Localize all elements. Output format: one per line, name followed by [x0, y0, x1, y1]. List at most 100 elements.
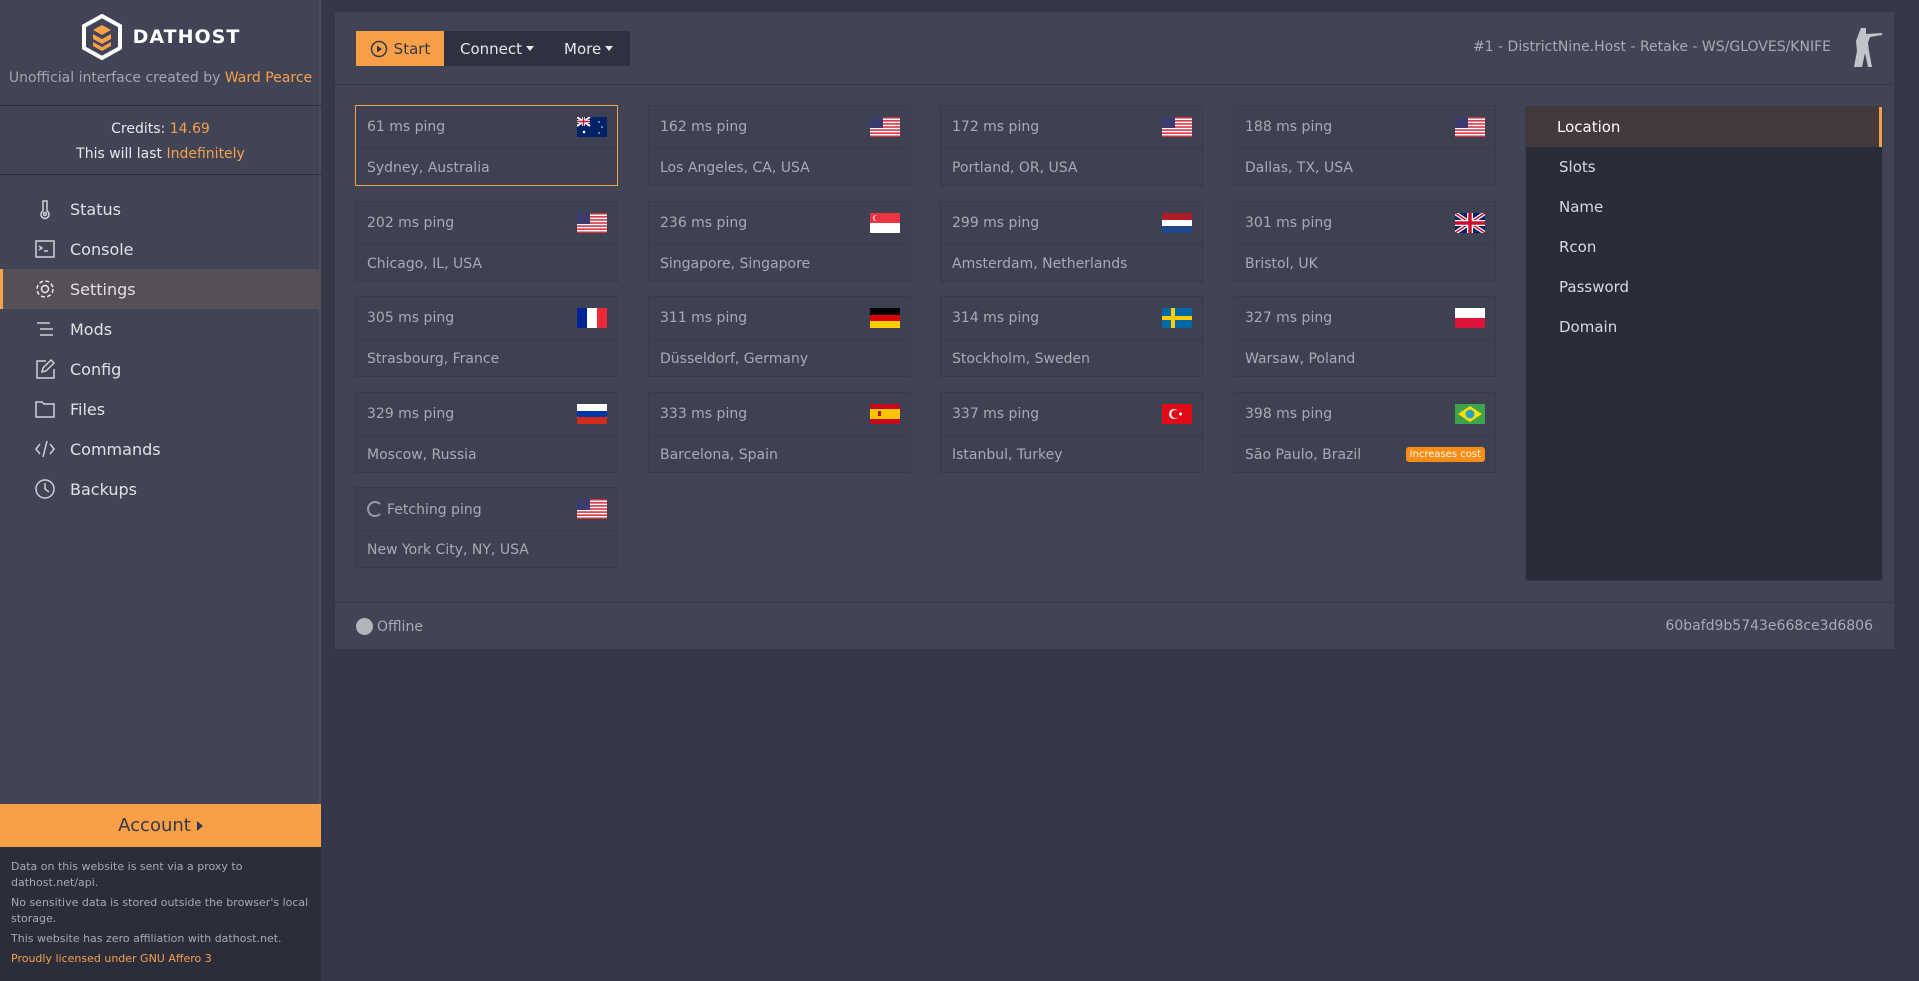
location-card[interactable]: 337 ms ping Istanbul, Turkey: [940, 392, 1203, 473]
disclaimer-text: This website has zero affiliation with d…: [11, 932, 282, 945]
location-card[interactable]: 305 ms ping Strasbourg, France: [355, 296, 618, 377]
card-body: Dallas, TX, USA: [1234, 149, 1495, 186]
location-card[interactable]: 301 ms ping Bristol, UK: [1233, 201, 1496, 282]
sidebar-menu: Status Console Settings Mods Config File…: [0, 189, 321, 509]
sidebar: DATHOST Unofficial interface created by …: [0, 0, 321, 981]
flag-us-icon: [577, 213, 607, 233]
credits-label: Credits:: [111, 121, 170, 137]
flag-nl-icon: [1162, 213, 1192, 233]
city-name: Stockholm, Sweden: [952, 350, 1090, 367]
card-header: 311 ms ping: [649, 297, 910, 340]
logo[interactable]: DATHOST: [0, 14, 321, 60]
location-card[interactable]: 329 ms ping Moscow, Russia: [355, 392, 618, 473]
ping-text: 202 ms ping: [367, 215, 454, 231]
ping-value: 299 ms ping: [952, 215, 1040, 231]
flag-tr-icon: [1162, 404, 1192, 424]
sidebar-item-settings[interactable]: Settings: [0, 269, 321, 309]
ping-text: 305 ms ping: [367, 310, 454, 326]
location-card[interactable]: 327 ms ping Warsaw, Poland: [1233, 296, 1496, 377]
cost-badge: Increases cost: [1405, 447, 1485, 462]
flag-us-icon: [577, 499, 607, 519]
card-header: 236 ms ping: [649, 202, 910, 245]
license-link[interactable]: Proudly licensed under GNU Affero 3: [11, 952, 212, 965]
sidebar-item-label: Status: [70, 199, 121, 219]
city-name: Amsterdam, Netherlands: [952, 255, 1128, 272]
brand-name: DATHOST: [132, 26, 241, 48]
sidebar-item-files[interactable]: Files: [0, 389, 321, 429]
flag-se-icon: [1162, 308, 1192, 328]
gear-icon: [36, 280, 54, 298]
sidebar-item-config[interactable]: Config: [0, 349, 321, 389]
dathost-logo-icon: [81, 14, 122, 60]
location-card[interactable]: 202 ms ping Chicago, IL, USA: [355, 201, 618, 282]
location-card[interactable]: 188 ms ping Dallas, TX, USA: [1233, 105, 1496, 186]
ping-text: 236 ms ping: [660, 215, 747, 231]
location-card[interactable]: 172 ms ping Portland, OR, USA: [940, 105, 1203, 186]
settings-tab-rcon[interactable]: Rcon: [1559, 238, 1597, 256]
sidebar-item-backups[interactable]: Backups: [0, 469, 321, 509]
card-header: 314 ms ping: [941, 297, 1202, 340]
connect-label: Connect: [460, 39, 523, 58]
card-header: 162 ms ping: [649, 106, 910, 149]
sidebar-item-status[interactable]: Status: [0, 189, 321, 229]
start-button[interactable]: Start: [356, 31, 444, 66]
ping-value: 202 ms ping: [367, 215, 455, 231]
flag-fr-icon: [577, 308, 607, 328]
location-card[interactable]: 398 ms ping São Paulo, Brazil Increases co…: [1233, 392, 1496, 473]
sidebar-item-console[interactable]: Console: [0, 229, 321, 269]
card-body: Istanbul, Turkey: [941, 436, 1202, 473]
card-header: 61 ms ping: [356, 106, 617, 149]
settings-tab-password[interactable]: Password: [1559, 278, 1630, 296]
card-header: 172 ms ping: [941, 106, 1202, 149]
settings-tab-slots[interactable]: Slots: [1559, 158, 1596, 176]
location-card[interactable]: Fetching ping New York City, NY, USA: [355, 487, 618, 568]
disclaimer-text: Data on this website is sent via a proxy…: [11, 860, 243, 889]
card-header: 299 ms ping: [941, 202, 1202, 245]
credits: Credits: 14.69 This will last Indefinite…: [0, 117, 321, 167]
settings-tab-location[interactable]: Location: [1526, 107, 1882, 147]
server-title: #1 - DistrictNine.Host - Retake - WS/GLO…: [1472, 39, 1831, 55]
ping-value: 329 ms ping: [367, 406, 455, 422]
ping-value: 162 ms ping: [660, 119, 748, 135]
ping-value: 188 ms ping: [1245, 119, 1333, 135]
ping-text: 314 ms ping: [952, 310, 1039, 326]
csgo-game-icon: [1854, 28, 1882, 67]
card-body: São Paulo, Brazil Increases cost: [1234, 436, 1495, 473]
sidebar-item-mods[interactable]: Mods: [0, 309, 321, 349]
location-card[interactable]: 236 ms ping Singapore, Singapore: [648, 201, 911, 282]
folder-icon: [35, 401, 55, 418]
location-card[interactable]: 314 ms ping Stockholm, Sweden: [940, 296, 1203, 377]
city-name: Moscow, Russia: [367, 446, 477, 463]
location-card[interactable]: 299 ms ping Amsterdam, Netherlands: [940, 201, 1203, 282]
toolbar: Start Connect More #1 - DistrictNine.Hos…: [335, 12, 1894, 85]
connect-dropdown[interactable]: Connect: [444, 40, 548, 58]
location-card[interactable]: 61 ms ping Sydney, Australia: [355, 105, 618, 186]
ping-value: 236 ms ping: [660, 215, 748, 231]
card-body: Stockholm, Sweden: [941, 340, 1202, 377]
status-indicator: Offline: [356, 617, 423, 635]
location-card[interactable]: 311 ms ping Düsseldorf, Germany: [648, 296, 911, 377]
city-name: Chicago, IL, USA: [367, 255, 482, 272]
card-body: Singapore, Singapore: [649, 245, 910, 282]
city-name: Bristol, UK: [1245, 255, 1318, 272]
ping-value: 333 ms ping: [660, 406, 748, 422]
author-link[interactable]: Ward Pearce: [224, 70, 313, 86]
settings-tab-domain[interactable]: Domain: [1559, 318, 1618, 336]
flag-de-icon: [870, 308, 900, 328]
sidebar-item-commands[interactable]: Commands: [0, 429, 321, 469]
flag-gb-icon: [1455, 213, 1485, 233]
location-card[interactable]: 162 ms ping Los Angeles, CA, USA: [648, 105, 911, 186]
settings-tab-name[interactable]: Name: [1559, 198, 1604, 216]
city-name: Dallas, TX, USA: [1245, 159, 1353, 176]
ping-text: 337 ms ping: [952, 406, 1039, 422]
card-body: Portland, OR, USA: [941, 149, 1202, 186]
sidebar-item-label: Console: [70, 239, 134, 259]
city-name: Los Angeles, CA, USA: [660, 159, 810, 176]
city-name: Warsaw, Poland: [1245, 350, 1356, 367]
card-header: 398 ms ping: [1234, 393, 1495, 436]
account-button[interactable]: Account: [0, 804, 321, 847]
city-name: Portland, OR, USA: [952, 159, 1078, 176]
more-dropdown[interactable]: More: [548, 40, 627, 58]
city-name: Sydney, Australia: [367, 159, 490, 176]
location-card[interactable]: 333 ms ping Barcelona, Spain: [648, 392, 911, 473]
